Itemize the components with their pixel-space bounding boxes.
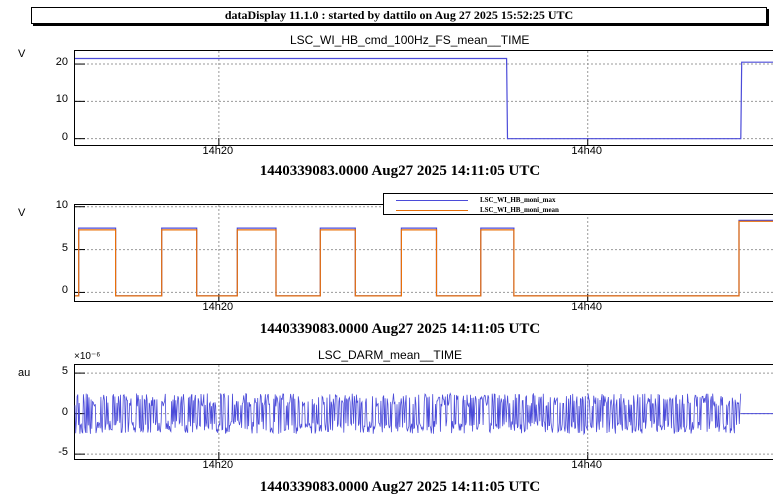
y-tick-label: -5	[58, 446, 68, 459]
y-tick-label: 5	[61, 365, 68, 378]
series-line-1	[75, 219, 773, 297]
y-tick-label: 20	[55, 56, 68, 69]
legend-swatch-mean	[396, 209, 468, 211]
panel-3-svg	[74, 365, 773, 459]
panel-1-svg	[75, 51, 773, 145]
x-tick-label: 14h40	[571, 301, 603, 313]
y-tick-label: 5	[61, 241, 68, 254]
legend-entry-max: LSC_WI_HB_moni_max	[396, 195, 555, 205]
x-tick-label: 14h40	[571, 145, 603, 157]
y-tick-label: 10	[55, 198, 68, 211]
panel-3-exponent: ×10⁻⁶	[74, 351, 101, 362]
panel-2-ylabel: V	[18, 207, 26, 219]
legend-entry-mean: LSC_WI_HB_moni_mean	[396, 205, 559, 215]
panel-2-xaxis-title: 1440339083.0000 Aug27 2025 14:11:05 UTC	[259, 321, 541, 337]
legend-swatch-max	[396, 199, 468, 201]
panel-2-plot	[74, 204, 773, 302]
panel-3-xaxis-title: 1440339083.0000 Aug27 2025 14:11:05 UTC	[259, 479, 541, 495]
legend-label-max: LSC_WI_HB_moni_max	[480, 196, 556, 204]
panel-2-svg	[75, 205, 773, 301]
panel-1-xaxis-title: 1440339083.0000 Aug27 2025 14:11:05 UTC	[259, 163, 541, 179]
x-tick-label: 14h20	[202, 145, 234, 157]
y-tick-label: 0	[61, 130, 68, 143]
panel-3-plot	[74, 364, 773, 460]
y-tick-label: 10	[55, 93, 68, 106]
x-tick-label: 14h20	[202, 459, 234, 471]
y-tick-label: 0	[61, 284, 68, 297]
x-tick-label: 14h20	[202, 301, 234, 313]
y-tick-label: 0	[61, 405, 68, 418]
app-banner: dataDisplay 11.1.0 : started by dattilo …	[31, 7, 767, 24]
panel-3-title: LSC_DARM_mean__TIME	[318, 348, 463, 362]
series-noise-segment-1	[74, 392, 742, 436]
series-line-1	[75, 57, 773, 140]
legend-label-mean: LSC_WI_HB_moni_mean	[480, 206, 559, 214]
panel-3-ylabel: au	[18, 367, 31, 379]
x-tick-label: 14h40	[571, 459, 603, 471]
panel-2-legend: LSC_WI_HB_moni_max LSC_WI_HB_moni_mean	[383, 193, 773, 215]
panel-1-ylabel: V	[18, 48, 26, 60]
panel-1-plot	[74, 50, 773, 146]
series-line-2	[75, 220, 773, 297]
panel-1-title: LSC_WI_HB_cmd_100Hz_FS_mean__TIME	[290, 33, 530, 47]
